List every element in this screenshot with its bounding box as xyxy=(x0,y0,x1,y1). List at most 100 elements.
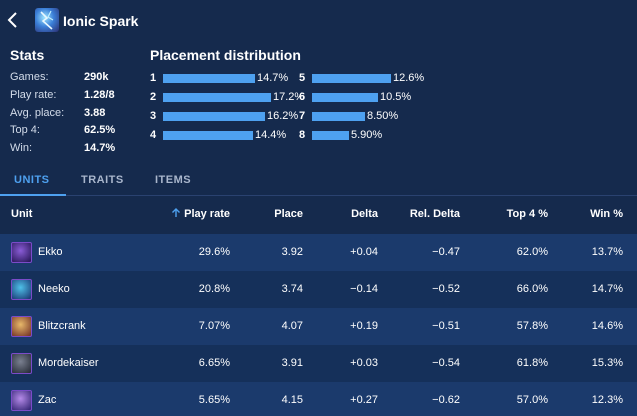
column-header-delta[interactable]: Delta xyxy=(351,208,378,220)
stat-label-avg-place: Avg. place: xyxy=(10,107,65,119)
cell-top4: 66.0% xyxy=(516,283,548,295)
cell-play-rate: 20.8% xyxy=(198,283,230,295)
placement-value-5: 12.6% xyxy=(393,72,425,84)
tab-units[interactable]: UNITS xyxy=(14,174,50,186)
column-header-rel-delta[interactable]: Rel. Delta xyxy=(409,208,460,220)
cell-rel-delta: −0.51 xyxy=(432,320,460,332)
placement-value-1: 14.7% xyxy=(257,72,289,84)
cell-win: 13.7% xyxy=(591,246,623,258)
tab-bar: UNITS TRAITS ITEMS xyxy=(0,168,637,196)
column-header-play-rate-label: Play rate xyxy=(184,208,230,220)
placement-value-6: 10.5% xyxy=(380,91,412,103)
unit-name: Zac xyxy=(38,394,57,406)
stat-value-win: 14.7% xyxy=(84,142,116,154)
placement-rank-6: 6 xyxy=(299,91,306,103)
placement-rank-1: 1 xyxy=(150,72,157,84)
arrow-up-icon xyxy=(172,208,181,217)
column-header-play-rate[interactable]: Play rate xyxy=(171,208,230,220)
cell-rel-delta: −0.52 xyxy=(432,283,460,295)
cell-rel-delta: −0.62 xyxy=(432,394,460,406)
placement-bar-2 xyxy=(163,93,271,102)
chevron-left-icon[interactable] xyxy=(6,10,20,30)
stat-value-top4: 62.5% xyxy=(84,124,116,136)
placement-rank-4: 4 xyxy=(150,129,157,141)
placement-bar-3 xyxy=(163,112,265,121)
cell-play-rate: 6.65% xyxy=(198,357,230,369)
stat-value-avg-place: 3.88 xyxy=(84,107,106,119)
column-header-place[interactable]: Place xyxy=(274,208,303,220)
placement-value-7: 8.50% xyxy=(367,110,399,122)
cell-place: 4.15 xyxy=(281,394,303,406)
cell-play-rate: 29.6% xyxy=(198,246,230,258)
placement-rank-3: 3 xyxy=(150,110,157,122)
cell-delta: +0.27 xyxy=(350,394,378,406)
cell-place: 3.91 xyxy=(281,357,303,369)
unit-portrait xyxy=(11,316,32,337)
table-row[interactable]: Ekko 29.6% 3.92 +0.04 −0.47 62.0% 13.7% xyxy=(0,234,637,271)
column-header-unit[interactable]: Unit xyxy=(11,208,33,220)
placement-value-2: 17.2% xyxy=(273,91,305,103)
placement-bar-4 xyxy=(163,131,253,140)
stat-label-games: Games: xyxy=(10,71,49,83)
cell-play-rate: 7.07% xyxy=(198,320,230,332)
cell-delta: +0.19 xyxy=(350,320,378,332)
stat-label-top4: Top 4: xyxy=(10,124,40,136)
table-row[interactable]: Zac 5.65% 4.15 +0.27 −0.62 57.0% 12.3% xyxy=(0,382,637,416)
page-title: Ionic Spark xyxy=(63,13,139,29)
unit-portrait xyxy=(11,390,32,411)
cell-place: 3.74 xyxy=(281,283,303,295)
ionic-spark-icon xyxy=(35,8,59,32)
table-row[interactable]: Neeko 20.8% 3.74 −0.14 −0.52 66.0% 14.7% xyxy=(0,271,637,308)
cell-place: 4.07 xyxy=(281,320,303,332)
cell-win: 14.7% xyxy=(591,283,623,295)
placement-rank-2: 2 xyxy=(150,91,157,103)
placement-bar-1 xyxy=(163,74,255,83)
cell-rel-delta: −0.47 xyxy=(432,246,460,258)
active-tab-indicator xyxy=(0,194,66,196)
column-header-win[interactable]: Win % xyxy=(590,208,623,220)
table-header: Unit Play rate Place Delta Rel. Delta To… xyxy=(0,196,637,234)
stat-label-play-rate: Play rate: xyxy=(10,89,57,101)
placement-value-4: 14.4% xyxy=(255,129,287,141)
unit-name: Blitzcrank xyxy=(38,320,86,332)
stat-value-games: 290k xyxy=(84,71,109,83)
stat-label-win: Win: xyxy=(10,142,32,154)
placement-distribution-heading: Placement distribution xyxy=(150,47,301,63)
cell-top4: 61.8% xyxy=(516,357,548,369)
stat-value-play-rate: 1.28/8 xyxy=(84,89,115,101)
cell-win: 12.3% xyxy=(591,394,623,406)
table-row[interactable]: Mordekaiser 6.65% 3.91 +0.03 −0.54 61.8% 15.3% xyxy=(0,345,637,382)
placement-bar-8 xyxy=(312,131,349,140)
cell-delta: +0.03 xyxy=(350,357,378,369)
cell-rel-delta: −0.54 xyxy=(432,357,460,369)
unit-portrait xyxy=(11,279,32,300)
cell-top4: 57.0% xyxy=(516,394,548,406)
unit-name: Neeko xyxy=(38,283,70,295)
cell-win: 15.3% xyxy=(591,357,623,369)
placement-bar-5 xyxy=(312,74,391,83)
cell-play-rate: 5.65% xyxy=(198,394,230,406)
column-header-top4[interactable]: Top 4 % xyxy=(506,208,548,220)
placement-rank-7: 7 xyxy=(299,110,306,122)
table-row[interactable]: Blitzcrank 7.07% 4.07 +0.19 −0.51 57.8% 14.6% xyxy=(0,308,637,345)
placement-rank-5: 5 xyxy=(299,72,306,84)
placement-bar-6 xyxy=(312,93,378,102)
placement-bar-7 xyxy=(312,112,365,121)
cell-top4: 57.8% xyxy=(516,320,548,332)
placement-value-8: 5.90% xyxy=(351,129,383,141)
unit-portrait xyxy=(11,353,32,374)
header-bar: Ionic Spark xyxy=(0,0,637,40)
placement-value-3: 16.2% xyxy=(267,110,299,122)
stats-heading: Stats xyxy=(10,47,45,63)
cell-delta: +0.04 xyxy=(350,246,378,258)
unit-name: Ekko xyxy=(38,246,63,258)
unit-portrait xyxy=(11,242,32,263)
cell-place: 3.92 xyxy=(281,246,303,258)
cell-win: 14.6% xyxy=(591,320,623,332)
cell-delta: −0.14 xyxy=(350,283,378,295)
unit-name: Mordekaiser xyxy=(38,357,99,369)
tab-traits[interactable]: TRAITS xyxy=(81,174,124,186)
placement-rank-8: 8 xyxy=(299,129,306,141)
tab-items[interactable]: ITEMS xyxy=(155,174,192,186)
cell-top4: 62.0% xyxy=(516,246,548,258)
